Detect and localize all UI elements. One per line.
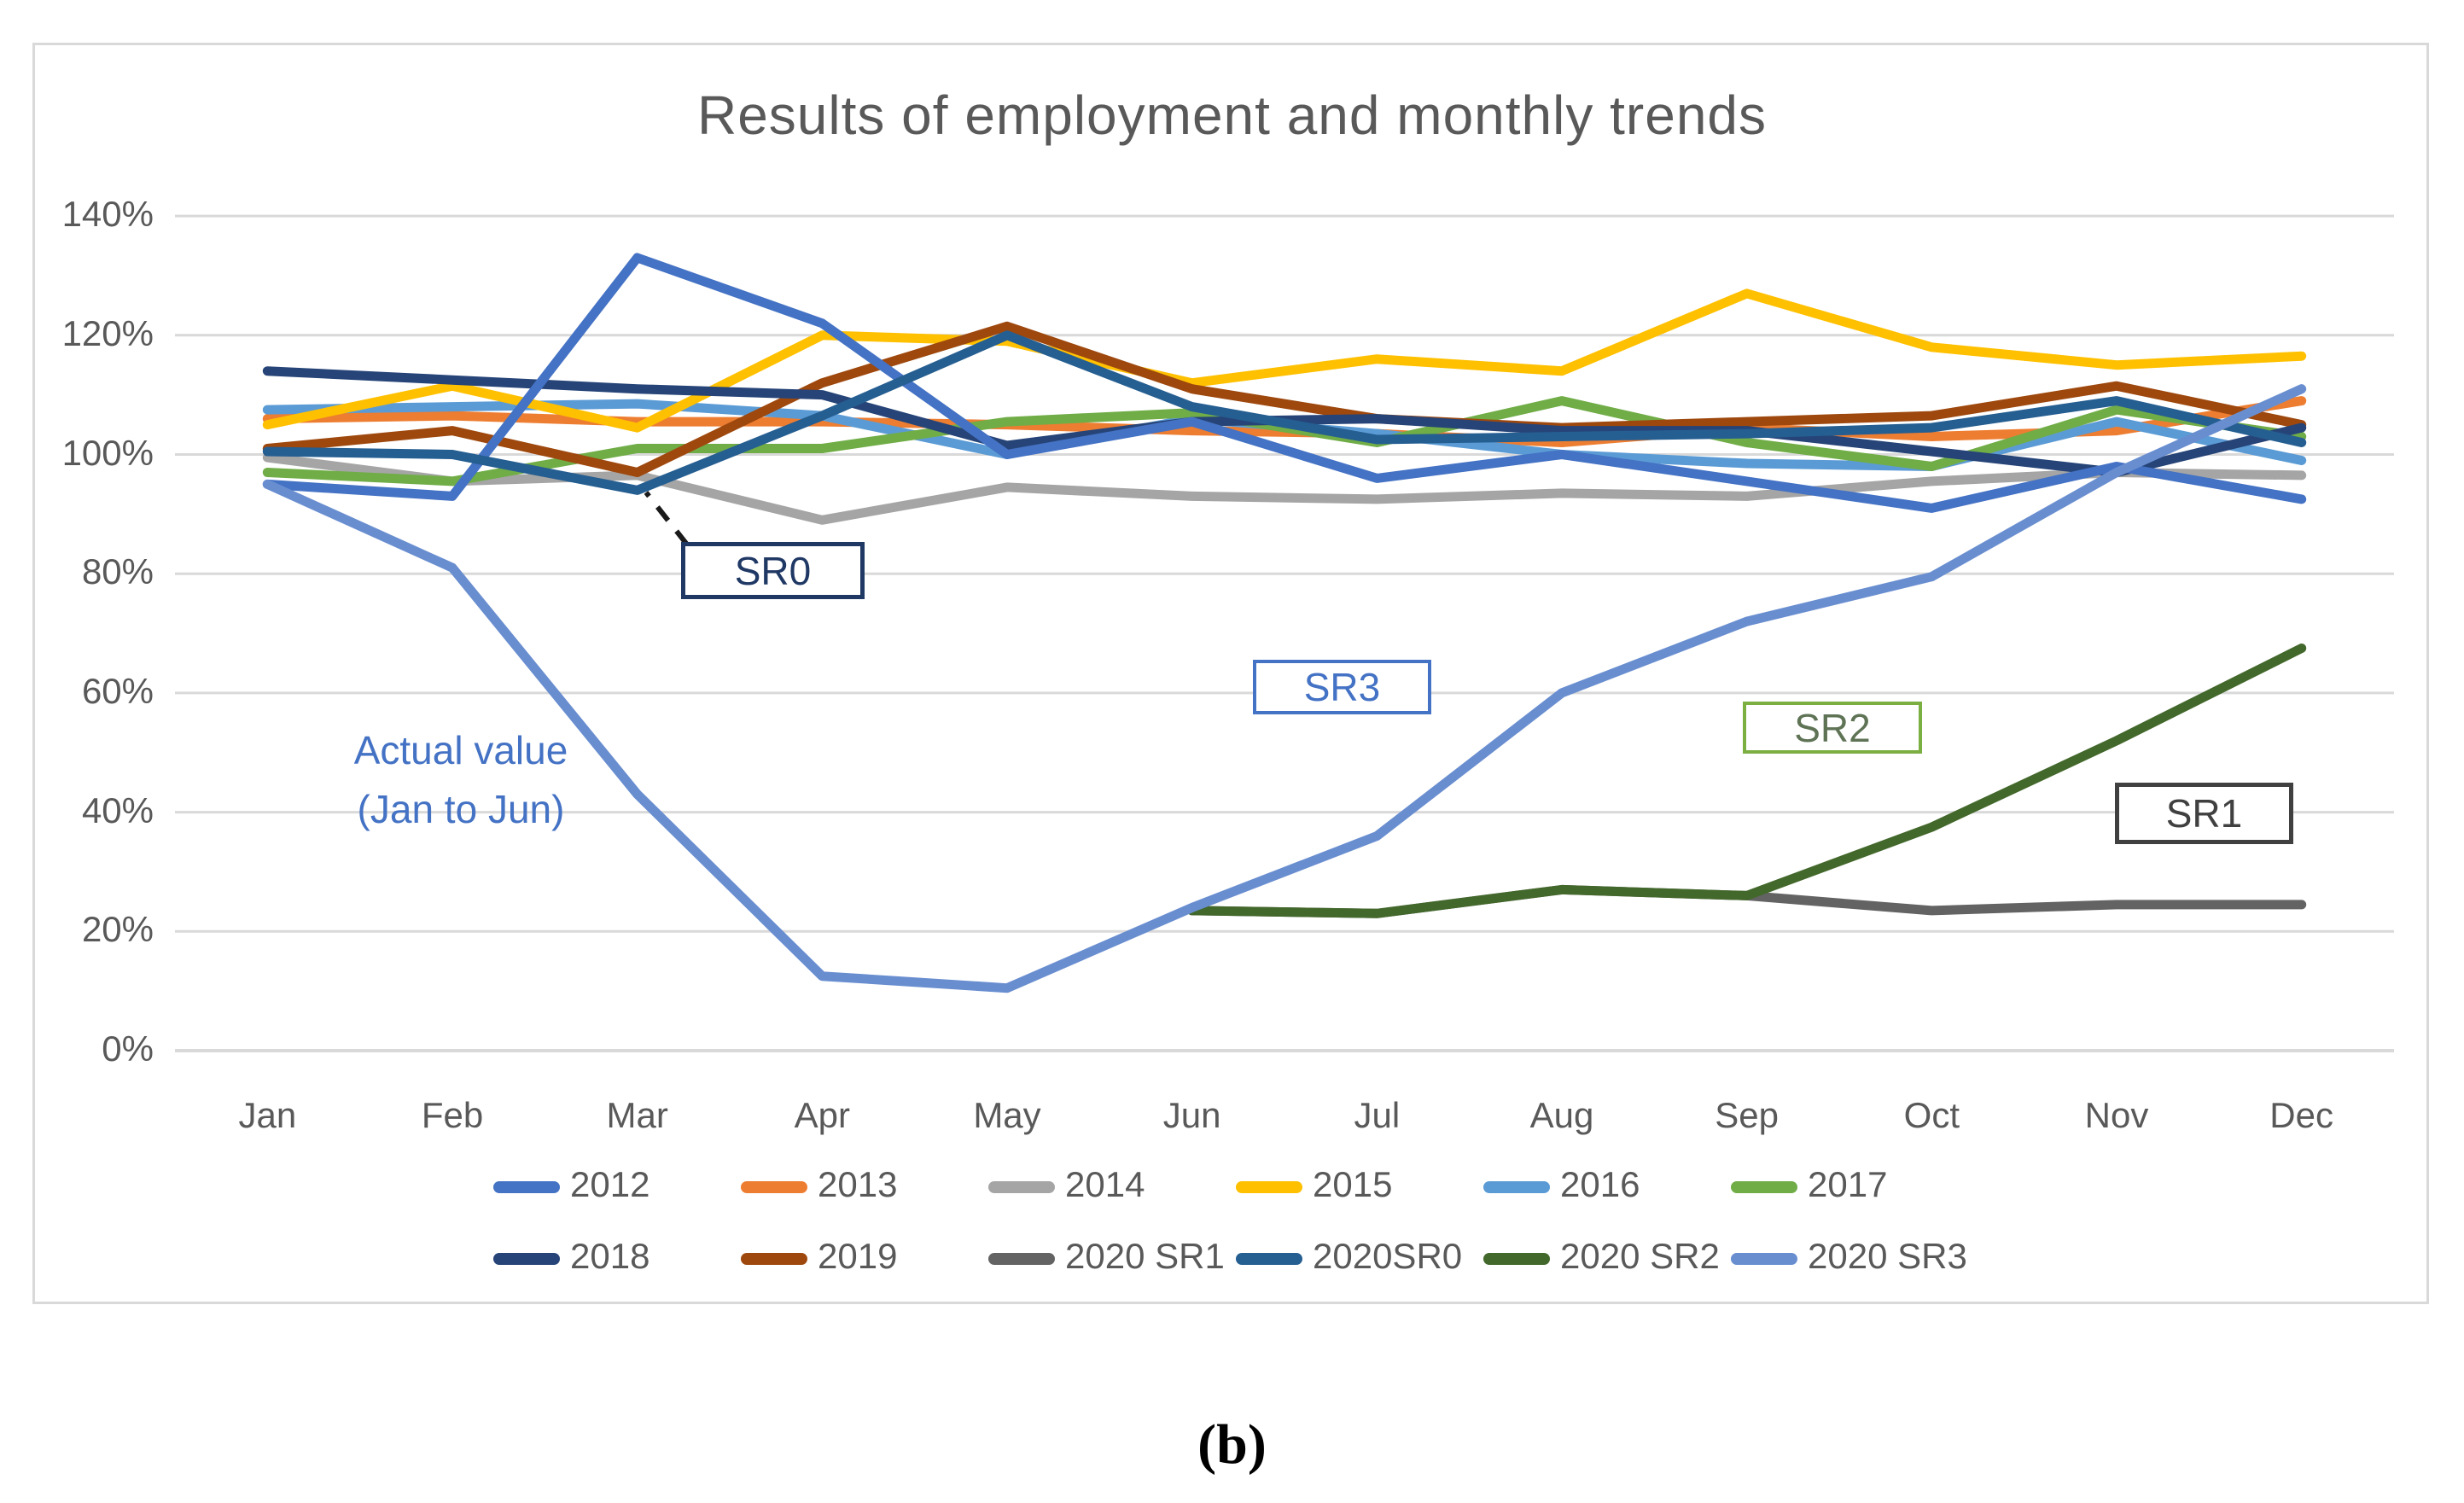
legend-label: 2017 (1808, 1164, 1888, 1204)
x-axis-label-jul: Jul (1354, 1095, 1401, 1135)
x-axis-label-oct: Oct (1903, 1095, 1960, 1135)
y-axis-label-20: 20% (81, 909, 154, 950)
series-line-2015 (262, 288, 2307, 433)
legend-swatch-2020sr0 (1236, 1253, 1302, 1265)
legend-swatch-2020-sr3 (1731, 1253, 1797, 1265)
y-axis-label-140: 140% (61, 194, 154, 235)
legend-swatch-2020-sr1 (988, 1253, 1055, 1265)
y-axis-label-120: 120% (61, 312, 154, 353)
x-axis-label-sep: Sep (1715, 1095, 1780, 1135)
sr0-callout-dashed-line (644, 491, 690, 546)
legend-label: 2020SR0 (1313, 1236, 1463, 1276)
annotation-box-sr0: SR0 (681, 542, 865, 599)
series-line-2014 (262, 452, 2307, 525)
legend-swatch-2012 (493, 1181, 560, 1193)
chart-frame (32, 43, 2429, 1304)
chart-title: Results of employment and monthly trends (696, 84, 1768, 146)
legend-label: 2020 SR1 (1065, 1236, 1225, 1276)
y-axis-label-80: 80% (81, 551, 154, 592)
legend-swatch-2020-sr2 (1483, 1253, 1550, 1265)
figure-caption: (b) (1197, 1413, 1267, 1476)
legend-label: 2020 SR3 (1808, 1236, 1967, 1276)
x-axis-label-mar: Mar (606, 1095, 668, 1135)
x-axis-label-feb: Feb (421, 1095, 484, 1135)
legend-label: 2020 SR2 (1560, 1236, 1720, 1276)
x-axis-label-may: May (973, 1095, 1041, 1135)
legend-swatch-2013 (741, 1181, 807, 1193)
series-line-2020sr0 (262, 330, 2307, 495)
legend-swatch-2017 (1731, 1181, 1797, 1193)
series-line-2012 (262, 253, 2307, 513)
annotation-box-sr3: SR3 (1253, 660, 1431, 714)
y-axis-label-60: 60% (81, 670, 154, 711)
series-line-2019 (262, 321, 2307, 477)
legend-label: 2015 (1313, 1164, 1393, 1204)
legend-label: 2018 (570, 1236, 650, 1276)
series-line-2020-sr2 (1187, 644, 2307, 918)
y-axis-label-0: 0% (102, 1028, 154, 1069)
legend-label: 2019 (818, 1236, 898, 1276)
x-axis-label-jan: Jan (238, 1095, 297, 1135)
legend-label: 2013 (818, 1164, 898, 1204)
annotation-actual-value-line2: (Jan to Jun) (357, 787, 565, 831)
legend-swatch-2015 (1236, 1181, 1302, 1193)
legend-swatch-2019 (741, 1253, 807, 1265)
y-axis-label-100: 100% (61, 432, 154, 473)
annotation-box-sr1: SR1 (2115, 783, 2293, 844)
legend-label: 2016 (1560, 1164, 1640, 1204)
legend-label: 2014 (1065, 1164, 1145, 1204)
annotation-box-sr2: SR2 (1743, 702, 1922, 754)
annotation-actual-value-line1: Actual value (353, 728, 568, 772)
x-axis-label-nov: Nov (2084, 1095, 2149, 1135)
legend-label: 2012 (570, 1164, 650, 1204)
x-axis-label-apr: Apr (794, 1095, 850, 1135)
x-axis-label-dec: Dec (2269, 1095, 2333, 1135)
x-axis-label-jun: Jun (1162, 1095, 1221, 1135)
legend-swatch-2018 (493, 1253, 560, 1265)
legend-swatch-2014 (988, 1181, 1055, 1193)
annotation-actual-value: Actual value (Jan to Jun) (248, 721, 674, 839)
y-axis-label-40: 40% (81, 789, 154, 830)
legend-swatch-2016 (1483, 1181, 1550, 1193)
series-line-2020-sr3 (262, 384, 2307, 993)
x-axis-label-aug: Aug (1529, 1095, 1594, 1135)
